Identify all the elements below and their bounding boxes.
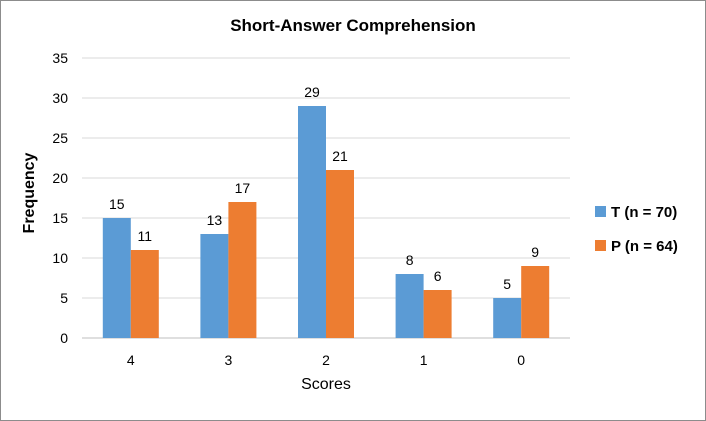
bar [493,298,522,338]
y-tick-label: 15 [52,210,68,226]
x-tick-label: 4 [127,352,135,368]
data-label: 6 [434,268,442,284]
data-label: 21 [332,148,348,164]
y-tick-label: 0 [60,330,68,346]
data-labels: 15 11 13 17 29 21 8 6 5 9 [109,84,539,292]
x-tick-label: 3 [225,352,233,368]
x-axis-title: Scores [301,376,351,393]
y-axis-title: Frequency [21,152,38,233]
bar [395,274,424,338]
legend-label: P (n = 64) [611,238,678,255]
data-label: 5 [503,276,511,292]
chart-title: Short-Answer Comprehension [230,16,476,35]
data-label: 17 [235,180,251,196]
bar [423,290,452,338]
bars [102,106,550,338]
data-label: 13 [207,212,223,228]
bar [228,202,257,338]
legend-swatch [595,206,606,217]
y-tick-label: 5 [60,290,68,306]
legend-swatch [595,240,606,251]
legend: T (n = 70) P (n = 64) [595,204,678,255]
data-label: 8 [406,252,414,268]
data-label: 29 [304,84,320,100]
y-tick-label: 30 [52,90,68,106]
bar [521,266,550,338]
bar [102,218,131,338]
data-label: 9 [531,244,539,260]
legend-label: T (n = 70) [611,204,677,221]
bar [326,170,354,338]
y-axis-ticks: 0 5 10 15 20 25 30 35 [52,50,68,346]
y-tick-label: 35 [52,50,68,66]
bar [130,250,159,338]
x-tick-label: 1 [420,352,428,368]
y-tick-label: 20 [52,170,68,186]
x-axis-ticks: 4 3 2 1 0 [127,352,525,368]
bar [298,106,326,338]
x-tick-label: 0 [517,352,525,368]
data-label: 11 [138,228,153,244]
x-tick-label: 2 [322,352,330,368]
y-tick-label: 25 [52,130,68,146]
data-label: 15 [109,196,125,212]
bar [200,234,229,338]
y-tick-label: 10 [52,250,68,266]
